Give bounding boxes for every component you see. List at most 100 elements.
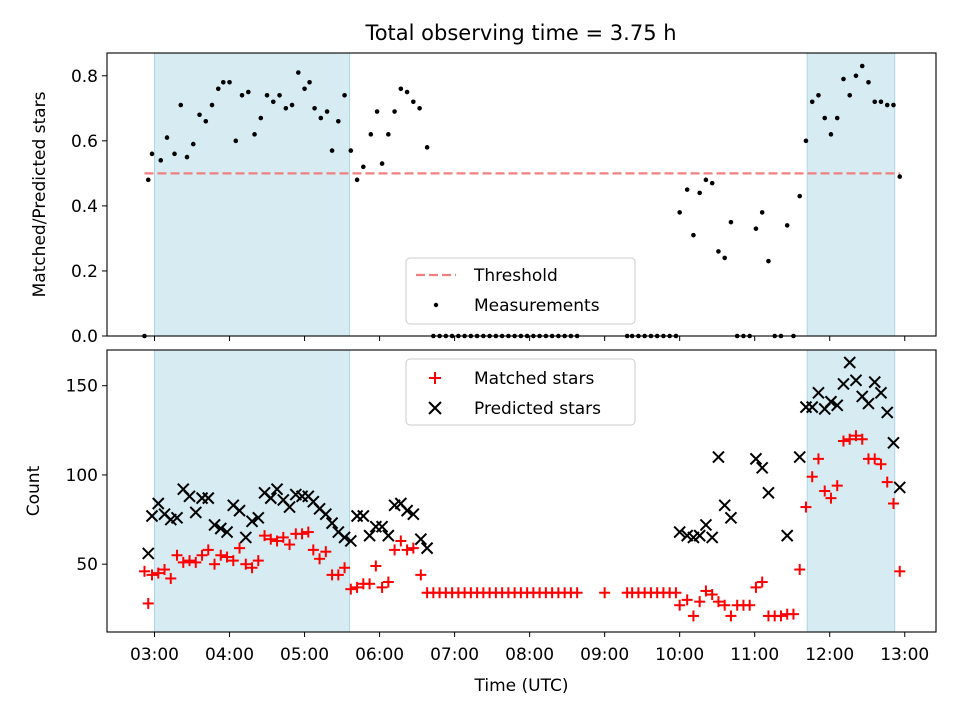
predicted-star-point: [831, 399, 844, 412]
matched-star-point: [284, 539, 296, 551]
predicted-star-point: [208, 518, 221, 532]
matched-star-point: [850, 430, 862, 442]
matched-star-point: [240, 558, 252, 570]
shaded-interval-1: [154, 52, 351, 337]
measurement-point: [398, 86, 404, 92]
predicted-stars-series: [142, 356, 906, 560]
measurement-point: [277, 92, 282, 98]
predicted-star-point: [183, 490, 196, 503]
predicted-star-point: [369, 520, 383, 533]
predicted-star-point: [705, 531, 719, 544]
measurement-point: [220, 79, 226, 85]
measurement-point: [759, 210, 765, 215]
matched-star-point: [246, 562, 258, 574]
matched-star-point: [787, 608, 799, 620]
measurement-point: [859, 63, 865, 69]
predicted-star-point: [344, 534, 358, 548]
matched-star-point: [296, 528, 308, 540]
measurement-point: [822, 115, 828, 121]
matched-star-point: [252, 555, 264, 567]
measurement-point: [307, 79, 312, 85]
x-tick-label: 13:00: [880, 645, 929, 665]
top-x-ticks: [154, 336, 906, 341]
bottom-legend: Matched stars Predicted stars: [405, 358, 636, 426]
matched-star-point: [887, 497, 899, 509]
measurement-point: [392, 109, 397, 114]
matched-star-point: [382, 576, 394, 588]
matched-star-point: [856, 433, 868, 445]
matched-star-point: [837, 435, 849, 447]
measurement-point: [324, 109, 330, 114]
predicted-star-point: [793, 450, 806, 464]
measurement-point: [803, 138, 809, 144]
predicted-star-point: [887, 436, 900, 450]
measurement-point: [841, 76, 846, 82]
predicted-star-point: [718, 499, 731, 512]
measurement-point: [728, 219, 734, 225]
measurement-point: [368, 132, 374, 137]
measurement-point: [149, 151, 155, 157]
bottom-y-ticks: 50 100 150: [66, 377, 107, 575]
matched-star-point: [674, 599, 686, 611]
predicted-star-point: [350, 509, 364, 523]
matched-star-point: [215, 549, 227, 561]
predicted-star-point: [699, 518, 713, 532]
matched-star-point: [146, 569, 158, 581]
matched-star-point: [681, 594, 693, 606]
matched-star-point: [142, 597, 154, 609]
measurement-point: [233, 138, 239, 144]
matched-star-point: [177, 556, 189, 568]
predicted-star-point: [749, 452, 763, 466]
predicted-star-point: [202, 491, 215, 505]
predicted-star-point: [189, 506, 202, 519]
matched-star-point: [831, 480, 843, 492]
measurement-point: [424, 145, 430, 150]
bottom-x-ticks: 03:00 04:00 05:00 06:00 07:00 08:00 09:00 10:00…: [130, 632, 929, 665]
x-tick-label: 03:00: [130, 645, 179, 665]
y-tick-label: 50: [76, 555, 98, 575]
top-y-ticks: 0.0 0.2 0.4 0.6 0.8: [71, 67, 107, 347]
y-tick-label: 0.4: [71, 197, 98, 217]
measurement-point: [684, 187, 690, 192]
matched-star-point: [881, 476, 893, 488]
predicted-star-point: [420, 541, 434, 555]
x-tick-label: 12:00: [805, 645, 854, 665]
measurement-point: [264, 92, 270, 98]
matched-star-point: [875, 458, 887, 470]
matched-star-point: [259, 530, 271, 542]
measurement-point: [190, 141, 196, 147]
x-tick-label: 04:00: [205, 645, 254, 665]
predicted-star-point: [382, 529, 395, 542]
measurement-point: [809, 99, 815, 105]
predicted-star-point: [673, 525, 686, 539]
predicted-star-point: [338, 531, 351, 544]
matched-star-point: [370, 560, 382, 572]
matched-star-point: [196, 549, 208, 561]
x-tick-label: 10:00: [655, 645, 704, 665]
matched-star-point: [395, 535, 407, 547]
matched-star-point: [687, 610, 699, 622]
measurement-point: [184, 154, 190, 160]
measurement-point: [178, 102, 184, 108]
measurement-point: [834, 115, 840, 121]
measurement-point: [312, 105, 317, 111]
measurement-point: [386, 132, 391, 137]
predicted-star-point: [400, 504, 414, 517]
matched-star-point: [209, 558, 221, 570]
matched-star-point: [234, 542, 246, 554]
predicted-star-point: [780, 529, 794, 542]
measurement-point: [172, 151, 177, 157]
measurement-point: [197, 112, 202, 118]
matched-star-point: [401, 544, 413, 556]
predicted-star-point: [712, 450, 725, 464]
measurement-point: [847, 92, 853, 98]
measurement-point: [766, 258, 771, 264]
matched-star-point: [694, 596, 706, 608]
measurement-point: [828, 132, 834, 137]
measurement-point: [853, 73, 859, 79]
x-tick-label: 07:00: [430, 645, 479, 665]
measurement-point: [716, 249, 721, 254]
measurement-point: [203, 119, 209, 124]
measurement-point: [884, 102, 890, 108]
matched-star-point: [800, 501, 812, 513]
